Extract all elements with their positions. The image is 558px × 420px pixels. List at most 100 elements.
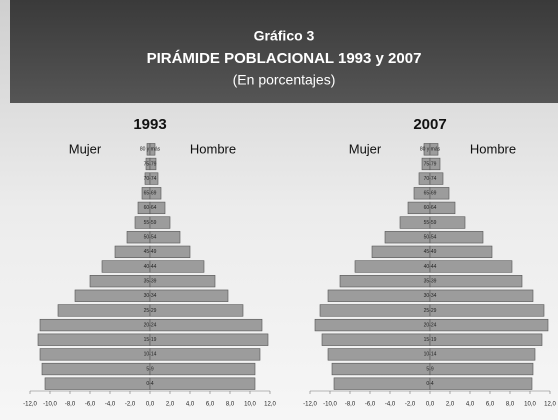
bar bbox=[149, 333, 269, 346]
bar bbox=[149, 348, 261, 361]
bar bbox=[429, 289, 534, 302]
age-label: 25-29 bbox=[424, 308, 437, 314]
bar bbox=[89, 275, 151, 288]
x-tick-label: -10,0 bbox=[323, 402, 337, 408]
bar bbox=[319, 304, 431, 317]
age-label: 10-14 bbox=[424, 352, 437, 358]
bar bbox=[44, 377, 151, 390]
age-label: 35-39 bbox=[424, 278, 437, 284]
x-tick-label: 6,0 bbox=[486, 402, 495, 408]
age-label: 40-44 bbox=[424, 264, 437, 270]
age-label: 45-49 bbox=[424, 249, 437, 255]
header-band bbox=[10, 0, 558, 103]
bar bbox=[327, 348, 431, 361]
bar bbox=[149, 231, 181, 244]
age-label: 45-49 bbox=[144, 249, 157, 255]
x-tick-label: -8,0 bbox=[345, 402, 356, 408]
x-tick-label: -4,0 bbox=[385, 402, 396, 408]
age-label: 5-9 bbox=[146, 366, 153, 372]
bar bbox=[354, 260, 431, 273]
bar bbox=[321, 333, 431, 346]
x-tick-label: 0,0 bbox=[146, 402, 155, 408]
legend-label: Mujer bbox=[69, 141, 102, 156]
x-tick-label: -2,0 bbox=[125, 402, 136, 408]
bar bbox=[333, 377, 431, 390]
bar bbox=[429, 172, 444, 185]
bar bbox=[327, 289, 431, 302]
bar bbox=[149, 318, 263, 332]
age-label: 35-39 bbox=[144, 278, 157, 284]
bar bbox=[429, 318, 549, 332]
age-label: 25-29 bbox=[144, 308, 157, 314]
bar bbox=[149, 377, 256, 390]
bar bbox=[339, 275, 431, 288]
bar bbox=[429, 143, 439, 156]
age-label: 80 y más bbox=[420, 147, 441, 153]
age-label: 50-54 bbox=[424, 235, 437, 241]
legend-label: Hombre bbox=[470, 141, 516, 156]
age-label: 50-54 bbox=[144, 235, 157, 241]
x-tick-label: 2,0 bbox=[446, 402, 455, 408]
x-tick-label: -8,0 bbox=[65, 402, 76, 408]
bar bbox=[371, 245, 431, 258]
bar bbox=[429, 304, 545, 317]
x-tick-label: -10,0 bbox=[43, 402, 57, 408]
x-tick-label: -12,0 bbox=[23, 402, 37, 408]
age-label: 65-69 bbox=[424, 191, 437, 197]
header-label: Gráfico 3 bbox=[254, 28, 315, 44]
bar bbox=[429, 348, 536, 361]
bar bbox=[39, 318, 151, 332]
age-label: 60-64 bbox=[144, 205, 157, 211]
age-label: 70-74 bbox=[144, 176, 157, 182]
bar bbox=[149, 187, 162, 200]
age-label: 0-4 bbox=[146, 381, 153, 387]
age-label: 65-69 bbox=[144, 191, 157, 197]
bar bbox=[429, 245, 493, 258]
bar bbox=[149, 260, 205, 273]
bar bbox=[74, 289, 151, 302]
x-tick-label: 8,0 bbox=[506, 402, 515, 408]
bar bbox=[149, 275, 216, 288]
age-label: 70-74 bbox=[424, 176, 437, 182]
age-label: 40-44 bbox=[144, 264, 157, 270]
age-label: 10-14 bbox=[144, 352, 157, 358]
bar bbox=[149, 157, 157, 171]
x-tick-label: 10,0 bbox=[244, 402, 256, 408]
bar bbox=[37, 333, 151, 346]
bar bbox=[429, 377, 533, 390]
bar bbox=[149, 143, 156, 156]
x-tick-label: -6,0 bbox=[85, 402, 96, 408]
age-label: 15-19 bbox=[424, 337, 437, 343]
age-label: 30-34 bbox=[424, 293, 437, 299]
age-label: 5-9 bbox=[426, 366, 433, 372]
bar bbox=[429, 260, 513, 273]
bar bbox=[429, 157, 441, 171]
bar bbox=[429, 231, 484, 244]
charts: 1993 Mujer Hombre 0-4 5-9 10-14 15-19 20-24 25-2… bbox=[23, 116, 556, 408]
x-tick-label: 2,0 bbox=[166, 402, 175, 408]
x-tick-label: -12,0 bbox=[303, 402, 317, 408]
age-label: 75-79 bbox=[424, 161, 437, 167]
bar bbox=[149, 201, 166, 215]
x-tick-label: 12,0 bbox=[264, 402, 276, 408]
chart-title: 2007 bbox=[413, 116, 446, 133]
x-tick-label: 12,0 bbox=[544, 402, 556, 408]
bar bbox=[39, 348, 151, 361]
bar bbox=[41, 362, 151, 376]
x-tick-label: 4,0 bbox=[186, 402, 195, 408]
age-label: 30-34 bbox=[144, 293, 157, 299]
x-tick-label: 0,0 bbox=[426, 402, 435, 408]
x-tick-label: 10,0 bbox=[524, 402, 536, 408]
x-tick-label: 8,0 bbox=[226, 402, 235, 408]
x-tick-label: -6,0 bbox=[365, 402, 376, 408]
bar bbox=[429, 201, 456, 215]
header-subtitle: (En porcentajes) bbox=[233, 72, 336, 88]
bar bbox=[149, 304, 244, 317]
age-label: 75-79 bbox=[144, 161, 157, 167]
age-label: 55-59 bbox=[144, 220, 157, 226]
bar bbox=[429, 187, 450, 200]
bar bbox=[429, 275, 523, 288]
bar bbox=[149, 216, 171, 229]
bar bbox=[429, 362, 534, 376]
